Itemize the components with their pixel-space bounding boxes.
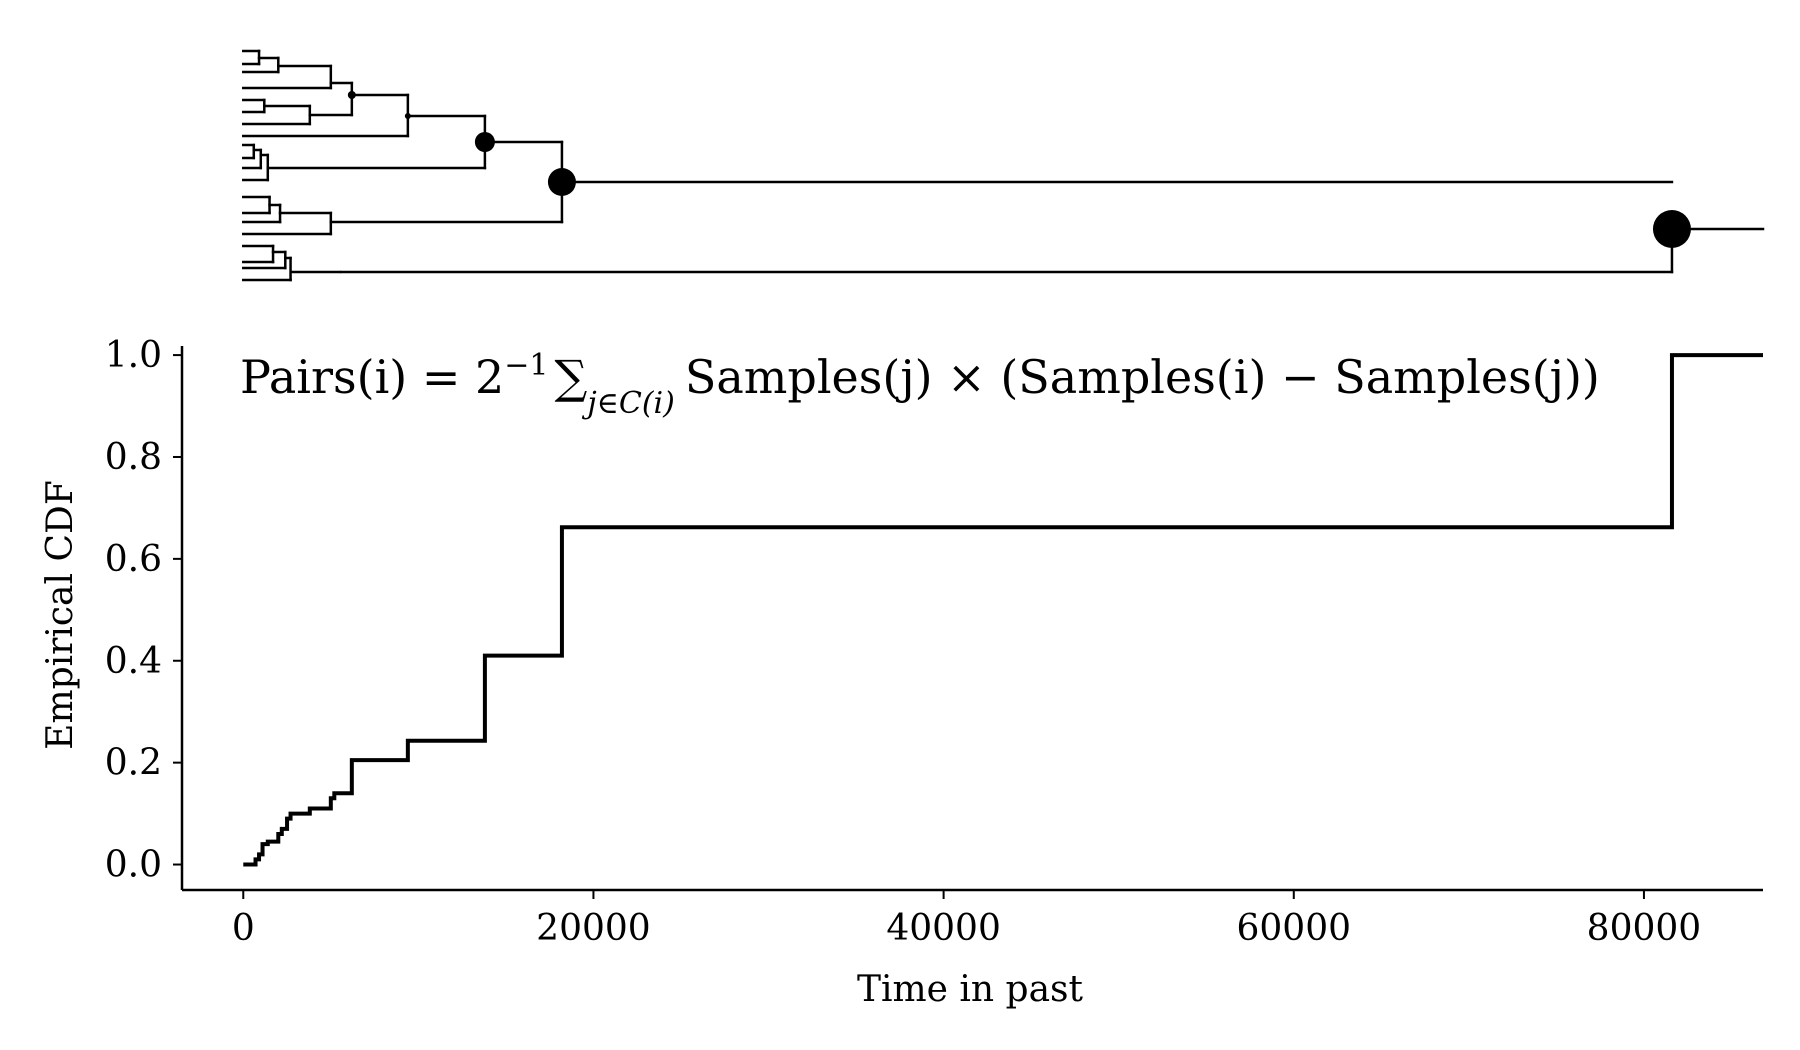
y-axis-label: Empirical CDF — [40, 480, 81, 750]
cdf-step-line — [243, 353, 1763, 867]
x-tick-label: 40000 — [886, 908, 1001, 949]
formula-subscript: j∈C(i) — [581, 386, 674, 421]
formula-rhs: Samples(j) × (Samples(i) − Samples(j)) — [685, 350, 1600, 404]
x-tick-label: 80000 — [1587, 908, 1702, 949]
formula-lhs: Pairs(i) = 2 — [240, 350, 504, 404]
dendrogram-node-marker — [474, 132, 495, 152]
axes — [180, 346, 1763, 892]
dendrogram-node-marker — [1652, 210, 1691, 248]
formula-exponent: −1 — [504, 348, 548, 383]
cdf-plot: 0 20000 40000 60000 80000 0.0 0.2 0.4 0.6 0.8 1.0… — [40, 335, 1763, 1010]
formula-annotation: Pairs(i) = 2−1 ∑j∈C(i) Samples(j) × (Sampl… — [240, 348, 1600, 421]
formula-sum: ∑ — [555, 350, 588, 404]
y-tick-label: 0.8 — [105, 437, 162, 478]
dendrogram — [242, 49, 1765, 282]
x-axis-label: Time in past — [857, 969, 1084, 1010]
y-ticks: 0.0 0.2 0.4 0.6 0.8 1.0 — [105, 335, 182, 886]
y-tick-label: 0.6 — [105, 539, 162, 580]
y-tick-label: 0.4 — [105, 641, 162, 682]
x-tick-label: 60000 — [1237, 908, 1352, 949]
y-tick-label: 1.0 — [105, 335, 162, 376]
x-ticks: 0 20000 40000 60000 80000 — [232, 890, 1701, 949]
dendrogram-node-marker — [347, 91, 356, 99]
x-tick-label: 0 — [232, 908, 255, 949]
y-tick-label: 0.2 — [105, 743, 162, 784]
y-tick-label: 0.0 — [105, 845, 162, 886]
dendrogram-node-marker — [404, 113, 411, 119]
dendrogram-node-marker — [547, 168, 576, 196]
x-tick-label: 20000 — [536, 908, 651, 949]
